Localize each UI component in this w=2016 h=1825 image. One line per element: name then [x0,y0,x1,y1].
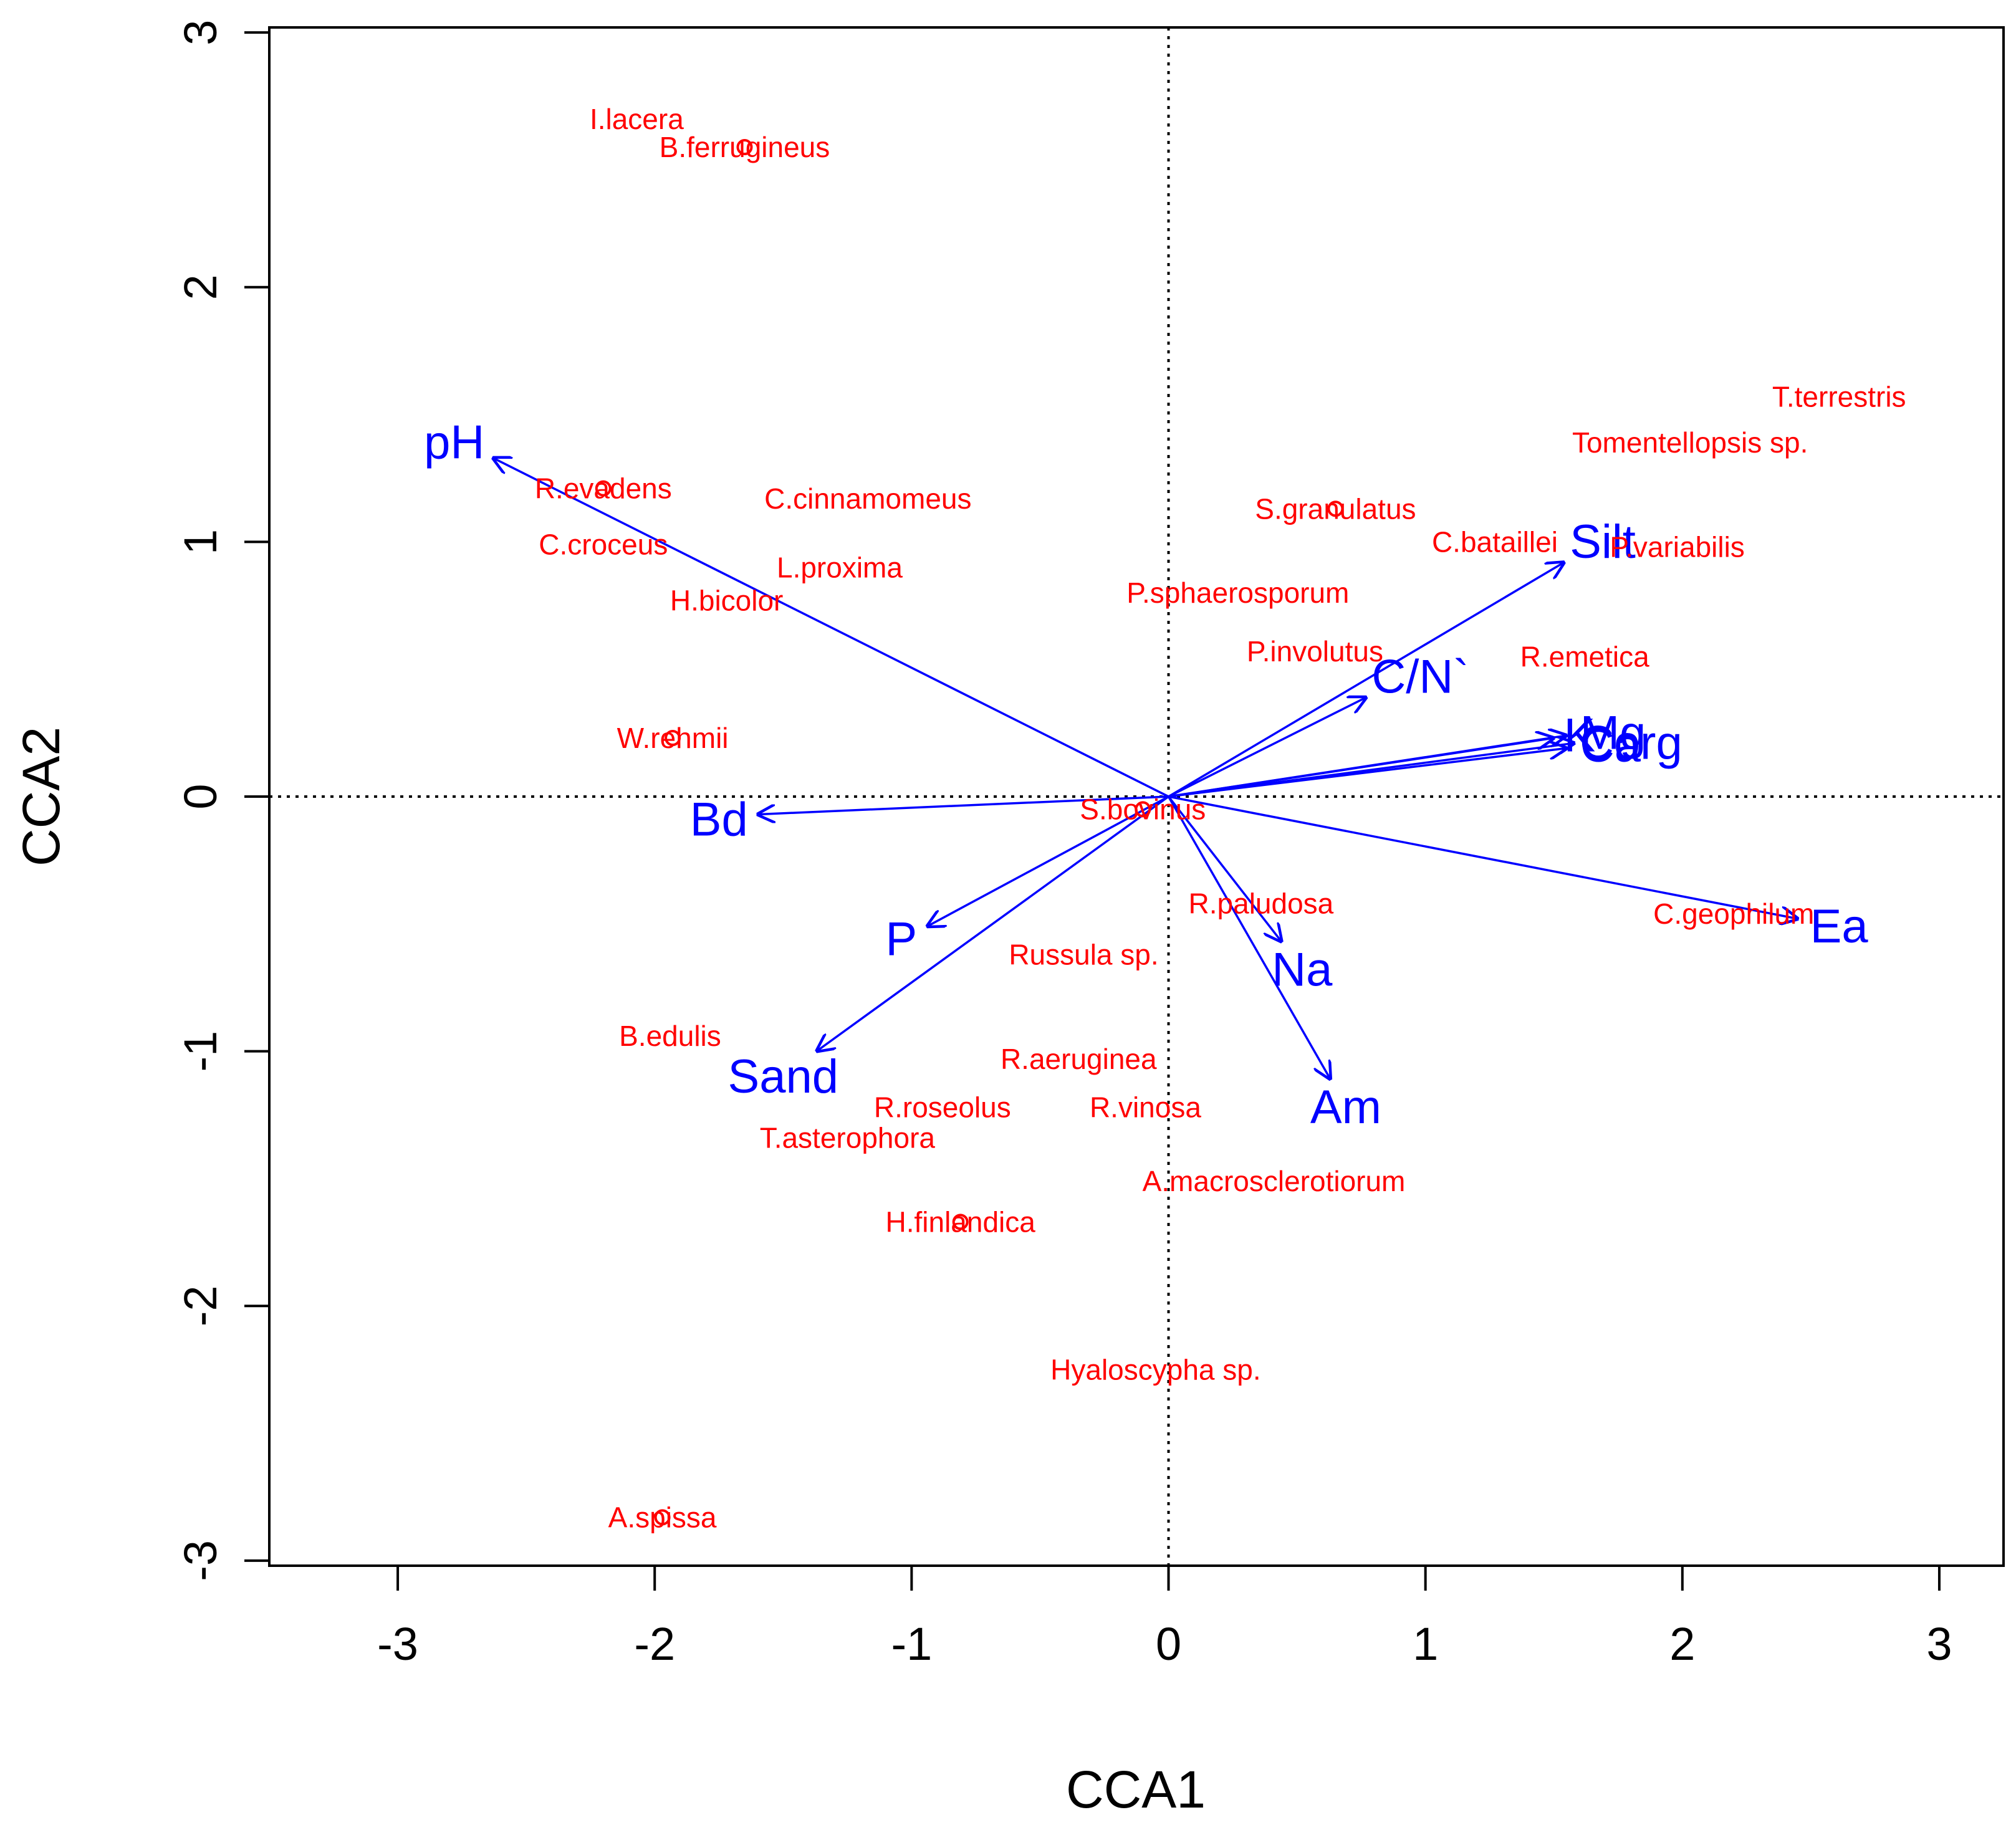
x-tick-label: 1 [1413,1618,1438,1670]
env-vector-arrow [1168,697,1366,798]
env-vector-label: Corg [1580,717,1682,770]
env-vector-label: Na [1272,943,1333,996]
x-axis: -3 -2 -1 0 1 2 3 [377,1564,1952,1670]
env-vector-arrow [493,458,1169,798]
species-label: R.aeruginea [1001,1043,1157,1075]
env-vector-label: Am [1310,1081,1381,1134]
env-vector-label: Bd [690,793,748,846]
species-label: S.granulatus [1255,492,1416,525]
species-label: A.spissa [608,1501,717,1533]
env-vector-arrow [1168,743,1575,798]
species-label: C.cinnamomeus [764,482,971,515]
species-label: R.emetica [1520,640,1649,673]
env-vector-label: P [886,912,918,965]
y-axis: -3 -2 -1 0 1 2 3 [175,20,271,1581]
species-label: L.proxima [777,551,903,583]
y-axis-title: CCA2 [12,727,70,866]
species-label: Tomentellopsis sp. [1572,426,1808,459]
species-label: R.roseolus [874,1091,1011,1124]
species-label: P.sphaerosporum [1126,577,1349,609]
species-label: H.bicolor [670,584,784,616]
species-point [736,139,753,156]
species-label: H.finlandica [885,1205,1035,1238]
env-vector-label: C/N` [1371,650,1469,703]
species-label: C.bataillei [1432,525,1558,558]
species-point [595,480,612,497]
x-tick-label: 0 [1156,1618,1181,1670]
env-vector-arrow [927,795,1169,926]
species-point [654,1509,671,1526]
species-label: S.bovinus [1080,793,1206,825]
species-label: Hyaloscypha sp. [1050,1353,1261,1386]
env-vector-label: Silt [1570,515,1636,568]
species-label: R.evadens [535,472,672,505]
env-vector-label: Mg [1580,706,1646,759]
species-point [665,730,681,747]
y-tick-label: -3 [175,1540,226,1581]
x-tick-label: 2 [1669,1618,1695,1670]
env-vector-arrow [1168,562,1565,798]
species-label: R.paludosa [1189,888,1334,920]
x-tick-label: -3 [377,1618,418,1670]
x-axis-title: CCA1 [1066,1760,1206,1819]
env-vector-arrow [757,795,1169,815]
species-label: P.involutus [1247,635,1383,668]
y-tick-label: 1 [175,529,226,555]
env-vector-label: Sand [728,1050,839,1103]
species-label: P.variabilis [1610,531,1744,563]
y-tick-label: -1 [175,1031,226,1072]
species-label: I.lacera [590,103,684,135]
env-vector-arrow [1168,735,1567,798]
species-point [952,1214,969,1230]
y-tick-label: 2 [175,274,226,300]
env-vector-arrow [1167,796,1331,1080]
x-tick-label: 3 [1926,1618,1952,1670]
y-tick-label: 0 [175,783,226,809]
species-label: T.terrestris [1772,380,1906,413]
species-label: W.rehmii [617,722,729,754]
species-label: C.geophilum [1653,898,1814,930]
species-label: Russula sp. [1009,938,1158,970]
species-label: R.vinosa [1090,1091,1201,1124]
species-label: B.edulis [619,1020,721,1052]
species-point [1327,501,1344,517]
env-vector-arrow [1168,795,1798,919]
x-tick-label: -1 [891,1618,932,1670]
species-label: C.croceus [539,528,668,560]
species-label: A.macrosclerotiorum [1143,1165,1406,1197]
y-tick-label: -2 [175,1285,226,1326]
species-label: T.asterophora [760,1122,936,1154]
x-tick-label: -2 [634,1618,675,1670]
species-point [1135,801,1151,818]
y-tick-label: 3 [175,20,226,46]
env-vector-label: Ca [1580,719,1641,772]
env-vector-label: Ea [1810,900,1869,953]
env-vector-arrow [1168,795,1282,942]
env-vector-arrow [817,795,1169,1051]
species-label: B.ferrugineus [660,131,830,163]
env-vector-label: pH [424,416,484,469]
